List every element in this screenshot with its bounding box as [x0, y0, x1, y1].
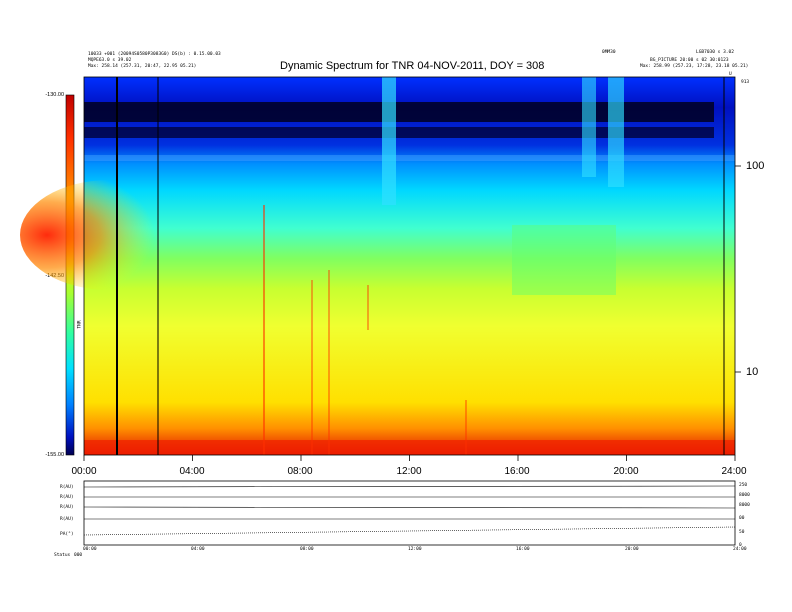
dark-band-lower [84, 127, 714, 138]
row-right-5: 50 [739, 530, 745, 535]
lower-x-tick-0000: 00:00 [83, 547, 97, 552]
orbit-panel-lines [83, 485, 736, 536]
orbit-line-3 [83, 506, 736, 509]
row-right-4: 00 [739, 516, 745, 521]
row-label-2: R(AU) [60, 495, 74, 500]
row-label-1: R(AU) [60, 485, 74, 490]
lower-x-tick-0800: 08:00 [300, 547, 314, 552]
x-tick-1600: 16:00 [504, 466, 530, 477]
green-plateau [512, 225, 616, 295]
meta-left-2: MQPE63.0 s 39.02 [88, 58, 132, 63]
burst-1830 [582, 77, 596, 177]
bottom-red-strip [84, 440, 735, 455]
row-label-3: R(AU) [60, 505, 74, 510]
meta-right-3: Max: 258.99 (257.23, 17:28, 23.18 05.21) [640, 64, 749, 69]
x-tick-0000: 00:00 [71, 466, 97, 477]
row-right-6: 0 [739, 543, 742, 548]
status-value: 000 [74, 553, 83, 558]
x-tick-0400: 04:00 [179, 466, 205, 477]
x-axis-ticks [83, 455, 736, 461]
chart-title: Dynamic Spectrum for TNR 04-NOV-2011, DO… [280, 60, 545, 72]
x-tick-1200: 12:00 [396, 466, 422, 477]
marker-right: 913 [741, 80, 750, 85]
y-tick-100: 100 [746, 160, 765, 172]
lower-x-tick-1200: 12:00 [408, 547, 422, 552]
x-tick-2400: 24:00 [721, 466, 747, 477]
x-tick-0800: 08:00 [287, 466, 313, 477]
burst-1100 [382, 77, 396, 205]
row-label-5: PA(°) [60, 532, 74, 537]
lower-x-tick-1600: 16:00 [516, 547, 530, 552]
burst-1930 [608, 77, 624, 187]
colorbar-tick-bottom: -155.00 [45, 452, 64, 458]
colorbar-tick-top: -130.00 [45, 92, 64, 98]
row-right-1: 250 [739, 483, 748, 488]
marker-top: U [729, 72, 732, 77]
orbit-line-5 [83, 526, 736, 536]
row-right-2: 8000 [739, 493, 750, 498]
status-label: Status [54, 553, 71, 558]
meta-left-3: Max: 258.14 (257.31, 20:47, 22.95 05.21) [88, 64, 197, 69]
dark-band-upper [84, 102, 714, 122]
row-label-4: R(AU) [60, 517, 74, 522]
orbit-panel-frame [83, 480, 736, 546]
emission-blob [20, 180, 200, 290]
lower-x-tick-2000: 20:00 [625, 547, 639, 552]
y-tick-10: 10 [746, 366, 759, 378]
meta-right-1: LGB7030 s 3.02 [696, 50, 734, 55]
meta-right-2: BG_PICTURE 20:00 s 02 30:0123 [650, 58, 729, 63]
meta-left-1: 10033 +001 (20094S0580P3083G0) DS(b) : 0… [88, 52, 221, 57]
meta-center: 0MM30 [602, 50, 616, 55]
row-right-3: 8000 [739, 503, 750, 508]
lower-x-tick-2400: 24:00 [733, 547, 747, 552]
spectrum-field [84, 77, 735, 455]
x-tick-2000: 20:00 [613, 466, 639, 477]
orbit-line-1 [83, 485, 736, 488]
lower-x-tick-0400: 04:00 [191, 547, 205, 552]
light-band [84, 155, 735, 161]
